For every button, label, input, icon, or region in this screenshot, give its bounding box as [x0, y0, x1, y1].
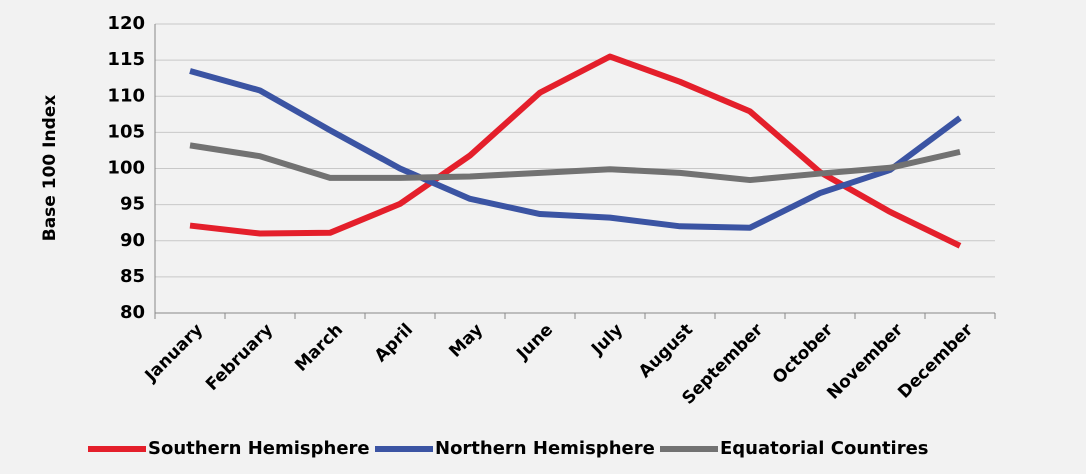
- legend-label: Southern Hemisphere: [148, 438, 370, 459]
- y-tick-label: 85: [120, 266, 145, 287]
- line-series: [189, 142, 961, 184]
- y-tick-label: 90: [120, 230, 145, 251]
- line-series: [189, 53, 962, 249]
- y-tick-label: 80: [120, 302, 145, 323]
- y-tick-label: 105: [107, 121, 145, 142]
- line-series: [189, 68, 962, 231]
- y-tick-label: 100: [107, 158, 145, 179]
- y-tick-label: 110: [107, 85, 145, 106]
- legend-label: Northern Hemisphere: [435, 438, 655, 459]
- legend-label: Equatorial Countires: [720, 438, 929, 459]
- y-tick-label: 95: [120, 194, 145, 215]
- y-tick-label: 120: [107, 13, 145, 34]
- y-axis-label: Base 100 Index: [40, 95, 60, 242]
- y-tick-label: 115: [107, 49, 145, 70]
